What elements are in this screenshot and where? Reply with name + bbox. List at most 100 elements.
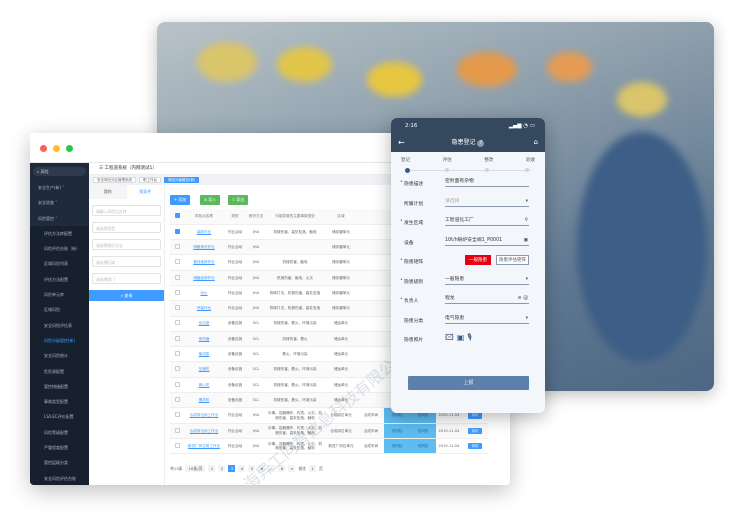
sidebar-item[interactable]: 安全巡查 ˅ bbox=[30, 195, 89, 210]
table-row[interactable]: 新进厂岗位用工作业 作业活动 JHA 中毒、容器爆炸、灼烫、火灾、机械伤害、高处坠落、… bbox=[170, 438, 488, 455]
dropdown-arrow-icon[interactable]: ▾ bbox=[525, 315, 528, 321]
checkbox[interactable] bbox=[174, 274, 180, 280]
home-icon[interactable]: ⌂ bbox=[533, 138, 538, 146]
risk-point-link[interactable]: 新进厂岗位用工作业 bbox=[184, 438, 224, 455]
sidebar-item[interactable]: 风险等级配置 bbox=[30, 424, 89, 441]
sidebar-item[interactable]: 管控措施配置 bbox=[30, 378, 89, 395]
row-checkbox[interactable] bbox=[170, 316, 184, 332]
sidebar-item[interactable]: 安全风险评估表 bbox=[30, 317, 89, 333]
filter-input[interactable]: 请输入风险点名称 bbox=[92, 205, 161, 216]
row-checkbox[interactable] bbox=[170, 407, 184, 424]
sidebar-item[interactable]: LS/LEC评价配置 bbox=[30, 409, 89, 425]
evaluate-button[interactable]: 评价 bbox=[468, 442, 482, 450]
tab-search-conditions[interactable]: 搜条件 bbox=[126, 185, 164, 199]
sidebar-item[interactable]: 风险管控 ˄ bbox=[30, 211, 89, 226]
page-button[interactable]: 3 bbox=[228, 465, 236, 472]
field-input[interactable]: 程龙 ⊛ @ bbox=[445, 295, 529, 304]
qr-scan-icon[interactable]: ▣ bbox=[523, 237, 528, 243]
risk-point-link[interactable]: 输送泵 bbox=[184, 346, 224, 363]
risk-point-link[interactable]: 装卸作业 bbox=[184, 224, 224, 241]
tab-mine[interactable]: 我的 bbox=[89, 185, 127, 199]
checkbox[interactable] bbox=[174, 442, 180, 448]
risk-point-link[interactable]: 压缩机 bbox=[184, 361, 224, 378]
sidebar-item[interactable]: 风险分级管控(新) bbox=[30, 332, 89, 349]
sidebar-item[interactable]: 危险源配置 bbox=[30, 363, 89, 379]
tab-0[interactable]: 安全风险分区管理系统 bbox=[93, 177, 136, 183]
sidebar-item[interactable]: 区域风险 bbox=[30, 302, 89, 318]
field-input[interactable]: 工智道化工厂 ⚲ bbox=[445, 217, 529, 226]
row-checkbox[interactable] bbox=[170, 254, 184, 271]
minimize-dot[interactable] bbox=[53, 145, 60, 152]
filter-input[interactable]: 请选择辨识方法 bbox=[92, 239, 161, 250]
field-input[interactable]: 一般隐患 ▾ bbox=[445, 276, 529, 285]
evaluate-button[interactable]: 评价 bbox=[468, 427, 482, 435]
help-icon[interactable]: ? bbox=[477, 140, 485, 147]
goto-input[interactable]: 1 bbox=[309, 465, 317, 472]
checkbox[interactable] bbox=[174, 320, 180, 326]
page-button[interactable]: 8 bbox=[278, 465, 286, 472]
row-checkbox[interactable] bbox=[170, 224, 184, 241]
risk-point-link[interactable]: 动火 bbox=[184, 285, 224, 302]
table-row[interactable]: 合成岗位用工作业 作业活动 JHA 中毒、容器爆炸、灼烫、火灾、机械伤害、高处坠落、触… bbox=[170, 423, 488, 439]
checkbox[interactable] bbox=[174, 396, 180, 402]
matrix-button[interactable]: 隐患评估矩阵 bbox=[496, 255, 529, 265]
filter-input[interactable]: 请选择类型 bbox=[92, 222, 161, 233]
risk-point-link[interactable]: 换热器 bbox=[184, 331, 224, 348]
search-button[interactable]: ⌕ 查询 bbox=[89, 290, 164, 301]
risk-point-link[interactable]: 离心机 bbox=[184, 377, 224, 394]
sidebar-item[interactable]: 风险评估台账（新） bbox=[30, 241, 89, 257]
row-checkbox[interactable] bbox=[170, 285, 184, 302]
checkbox[interactable] bbox=[174, 366, 180, 372]
back-arrow-icon[interactable]: ← bbox=[398, 138, 405, 147]
sidebar-item[interactable]: 评估方法库配置 bbox=[30, 225, 89, 242]
page-button[interactable]: ... bbox=[268, 465, 276, 472]
row-checkbox[interactable] bbox=[170, 300, 184, 317]
tab-1[interactable]: 职工作台 bbox=[139, 177, 161, 183]
checkbox[interactable] bbox=[174, 243, 180, 249]
sidebar-item[interactable]: 管控层级分类 bbox=[30, 455, 89, 471]
field-input[interactable]: 密封面有杂物 bbox=[445, 178, 529, 187]
page-button[interactable]: 2 bbox=[218, 465, 226, 472]
add-image-icon[interactable]: 🖾 bbox=[445, 333, 457, 342]
risk-point-link[interactable]: 管线维修作业 bbox=[184, 254, 224, 271]
page-size-select[interactable]: 10条/页 bbox=[185, 465, 206, 472]
at-contact-icon[interactable]: ⊛ @ bbox=[517, 296, 528, 301]
row-checkbox[interactable] bbox=[170, 331, 184, 348]
row-checkbox[interactable] bbox=[170, 346, 184, 363]
filter-input[interactable]: 请选择部门 bbox=[92, 273, 161, 284]
dropdown-arrow-icon[interactable]: ▾ bbox=[525, 198, 528, 204]
row-checkbox[interactable] bbox=[170, 270, 184, 286]
sidebar-item[interactable]: 严重程度配置 bbox=[30, 440, 89, 456]
page-button[interactable]: 1 bbox=[208, 465, 216, 472]
sidebar-item[interactable]: 安全风险统计 bbox=[30, 348, 89, 364]
risk-point-link[interactable]: 合成岗位用工作业 bbox=[184, 423, 224, 439]
tab-2[interactable]: 风险分级管控(新) bbox=[164, 177, 200, 183]
sidebar-item[interactable]: 风险单元库 bbox=[30, 287, 89, 303]
risk-point-link[interactable]: 反应釜 bbox=[184, 316, 224, 332]
field-input[interactable]: 电气隐患 ▾ bbox=[445, 315, 529, 324]
add-button[interactable]: + 添加 bbox=[170, 195, 190, 205]
add-audio-icon[interactable]: 🎙 bbox=[467, 333, 475, 342]
sidebar-search[interactable]: ⌕ 风险 bbox=[33, 167, 86, 176]
risk-point-link[interactable]: 搅拌机 bbox=[184, 392, 224, 409]
sidebar-item[interactable]: 安全生产(新) ˅ bbox=[30, 180, 89, 195]
risk-point-link[interactable]: 储罐清洗作业 bbox=[184, 239, 224, 256]
matrix-level-badge[interactable]: 一般隐患 bbox=[465, 255, 491, 265]
filter-input[interactable]: 请选择区域 bbox=[92, 256, 161, 267]
row-checkbox[interactable] bbox=[170, 239, 184, 256]
submit-button[interactable]: 上报 bbox=[408, 376, 529, 390]
row-checkbox[interactable] bbox=[170, 423, 184, 439]
evaluate-button[interactable]: 评价 bbox=[468, 412, 482, 419]
row-checkbox[interactable] bbox=[170, 361, 184, 378]
export-button[interactable]: ⇪ 导出 bbox=[228, 195, 248, 205]
row-checkbox[interactable] bbox=[170, 377, 184, 394]
field-input[interactable]: 请选择 ▾ bbox=[445, 198, 529, 207]
sidebar-item[interactable]: 安全风险评估台账 bbox=[30, 470, 89, 485]
checkbox[interactable] bbox=[174, 335, 180, 341]
page-button[interactable]: 6 bbox=[258, 465, 266, 472]
sidebar-item[interactable]: 评估方法配置 bbox=[30, 271, 89, 288]
sidebar-item[interactable]: 事故类型配置 bbox=[30, 394, 89, 410]
header-checkbox[interactable] bbox=[170, 209, 184, 225]
table-cell[interactable]: 评价 bbox=[462, 423, 488, 439]
table-cell[interactable]: 评价 bbox=[462, 438, 488, 455]
